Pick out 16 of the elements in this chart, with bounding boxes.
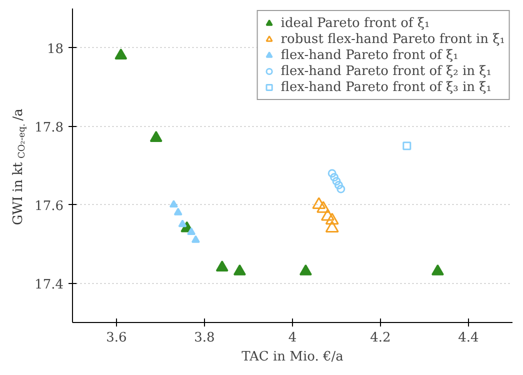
x-tick-label: 3.8 [194,330,215,346]
x-axis-title: TAC in Mio. €/a [242,350,344,364]
legend-label: ideal Pareto front of ξ₁ [280,15,430,31]
x-tick-label: 4.2 [370,330,391,346]
y-tick-label: 17.4 [34,277,64,292]
y-tick-label: 17.6 [34,198,64,214]
y-tick-label: 18 [46,42,64,57]
y-tick-label: 17.8 [34,120,64,136]
x-tick-label: 4 [288,330,297,346]
x-tick-label: 3.6 [106,330,127,346]
y-axis-title: GWI in ktCO₂-eq./a [11,108,28,226]
legend-label: robust flex-hand Pareto front in ξ₁ [280,31,505,47]
legend-label: flex-hand Pareto front of ξ₁ [280,47,458,63]
x-tick-label: 4.4 [458,330,479,346]
legend-label: flex-hand Pareto front of ξ₂ in ξ₁ [280,63,492,79]
legend-label: flex-hand Pareto front of ξ₃ in ξ₁ [280,79,492,95]
